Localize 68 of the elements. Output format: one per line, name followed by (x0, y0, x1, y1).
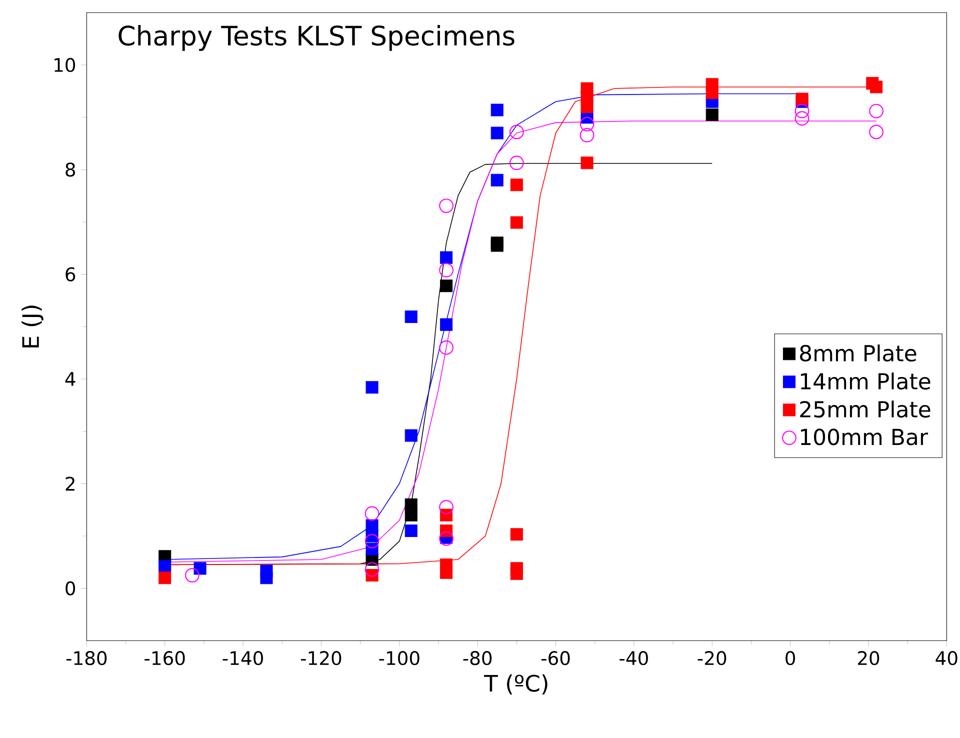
point (490, 126, 504, 140)
point (490, 174, 504, 186)
point (158, 560, 172, 573)
chart-title: Charpy Tests KLST Specimens (118, 25, 514, 51)
y-tick-label: 10 (54, 58, 76, 72)
point (509, 124, 524, 140)
x-axis-title: T (ºC) (484, 674, 548, 695)
x-tick-label: 40 (936, 651, 958, 666)
x-tick-label: -160 (144, 651, 185, 666)
point (440, 280, 453, 292)
point (870, 80, 883, 94)
point (185, 568, 200, 582)
point (510, 216, 523, 229)
y-tick-label: 6 (66, 267, 76, 282)
point (364, 534, 380, 548)
point (439, 262, 454, 278)
point (794, 111, 810, 126)
point (580, 100, 594, 114)
point (580, 128, 594, 142)
x-tick-label: -40 (620, 651, 648, 666)
point (794, 104, 810, 118)
point (440, 251, 453, 264)
point (796, 92, 808, 106)
point (509, 156, 524, 170)
legend-label: 25mm Plate (800, 400, 930, 418)
point (706, 108, 718, 121)
point (366, 381, 378, 394)
point (260, 572, 273, 584)
point (158, 572, 172, 584)
point (440, 566, 453, 579)
point (404, 310, 418, 323)
y-tick-label: 4 (65, 372, 76, 386)
x-tick-label: -100 (379, 651, 420, 666)
point (404, 524, 418, 538)
point (510, 528, 523, 541)
y-tick-label: 8 (66, 162, 75, 177)
point (510, 567, 523, 580)
point (439, 340, 454, 355)
point (440, 318, 453, 331)
legend-label: 14mm Plate (800, 372, 930, 390)
x-tick-label: -60 (541, 651, 570, 666)
point (706, 86, 718, 99)
point (869, 104, 884, 118)
x-tick-label: 20 (858, 651, 880, 666)
point (404, 508, 418, 522)
x-tick-label: -80 (463, 651, 492, 666)
point (364, 562, 380, 577)
point (490, 104, 504, 116)
x-tick-label: -140 (222, 651, 263, 666)
point (439, 500, 454, 514)
x-tick-label: -120 (300, 651, 342, 666)
y-tick-label: 0 (66, 581, 76, 596)
y-axis-title: E (J) (22, 306, 44, 348)
point (194, 562, 206, 575)
y-tick-label: 2 (66, 476, 74, 491)
point (580, 116, 594, 132)
x-tick-label: 0 (786, 651, 796, 666)
point (490, 239, 504, 252)
point (404, 429, 418, 442)
point (580, 156, 594, 170)
legend-label: 100mm Bar (800, 428, 928, 446)
legend-label: 8mm Plate (800, 344, 916, 362)
point (439, 198, 454, 213)
x-tick-label: -20 (698, 651, 726, 666)
x-tick-label: -180 (66, 651, 107, 666)
point (510, 178, 523, 192)
point (869, 124, 884, 140)
point (364, 506, 380, 521)
